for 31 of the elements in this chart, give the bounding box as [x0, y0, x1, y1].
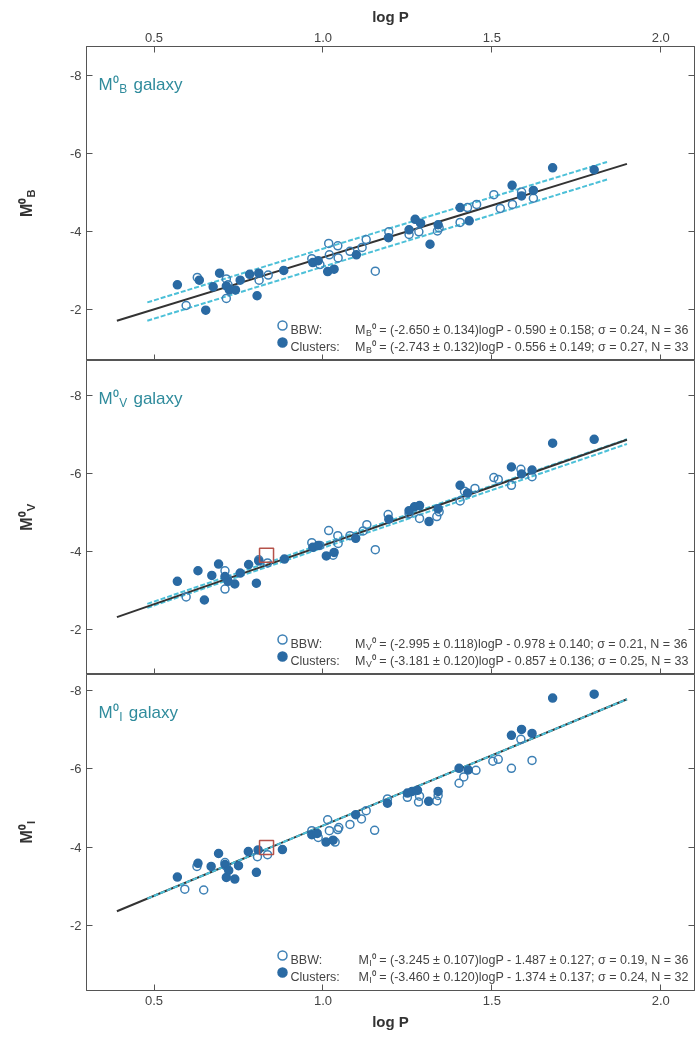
x-tick-label: 2.0 — [651, 992, 670, 1008]
legend-label: BBW: — [290, 636, 323, 651]
y-tick-label: -8 — [69, 68, 82, 84]
y-tick-label: -4 — [69, 224, 82, 240]
y-axis-title: M⁰I — [18, 820, 37, 844]
x-tick-label: 1.0 — [313, 992, 332, 1008]
legend-label: Clusters: — [290, 653, 340, 668]
x2-axis-title: log P — [372, 7, 409, 25]
legend-label: BBW: — [290, 322, 323, 337]
y-tick-label: -2 — [69, 302, 82, 318]
y-tick-label: -4 — [69, 839, 82, 855]
y-axis-title: M⁰B — [18, 189, 37, 218]
y-tick-label: -6 — [69, 761, 82, 777]
y-tick-label: -2 — [69, 918, 82, 934]
x-tick-label: 0.5 — [145, 992, 164, 1008]
y-tick-label: -8 — [69, 388, 82, 404]
y-tick-label: -8 — [69, 682, 82, 698]
x-axis-title: log P — [372, 1012, 409, 1030]
y-axis-title: M⁰V — [18, 503, 37, 531]
legend-label: Clusters: — [290, 339, 340, 354]
x2-tick-label: 2.0 — [651, 29, 670, 45]
legend-label: Clusters: — [290, 969, 340, 984]
y-tick-label: -6 — [69, 146, 82, 162]
y-tick-label: -4 — [69, 544, 82, 560]
x2-tick-label: 1.0 — [313, 29, 332, 45]
legend-label: BBW: — [290, 952, 323, 967]
x2-tick-label: 1.5 — [482, 29, 501, 45]
x2-tick-label: 0.5 — [145, 29, 164, 45]
y-tick-label: -6 — [69, 466, 82, 482]
y-tick-label: -2 — [69, 622, 82, 638]
x-tick-label: 1.5 — [482, 992, 501, 1008]
